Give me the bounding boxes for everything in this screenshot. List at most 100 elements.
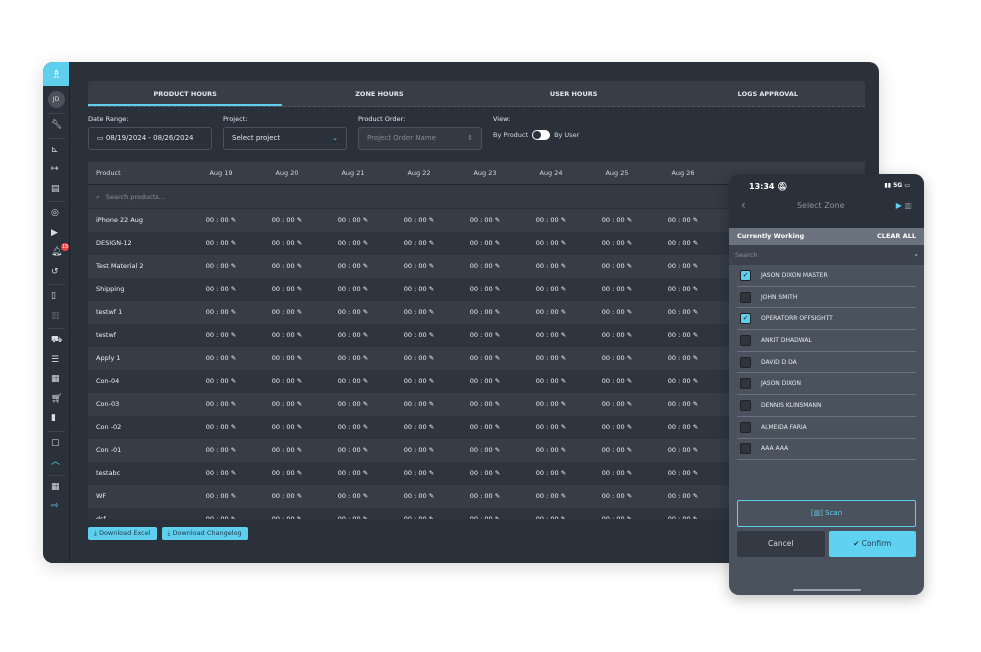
- edit-icon[interactable]: ✎: [360, 239, 369, 247]
- edit-icon[interactable]: ✎: [690, 400, 699, 408]
- edit-icon[interactable]: ✎: [558, 469, 567, 477]
- hours-cell[interactable]: 00 : 00 ✎: [271, 377, 303, 385]
- hours-cell[interactable]: 00 : 00 ✎: [403, 492, 435, 500]
- edit-icon[interactable]: ✎: [294, 354, 303, 362]
- hours-cell[interactable]: 00 : 00 ✎: [271, 308, 303, 316]
- zone-user-item[interactable]: AAA AAA: [737, 439, 916, 461]
- bar-chart-icon[interactable]: ▮: [51, 413, 56, 423]
- edit-icon[interactable]: ✎: [360, 285, 369, 293]
- zone-user-item[interactable]: ✓ OPERATORR OFFSIGHTT: [737, 308, 916, 331]
- edit-icon[interactable]: ✎: [228, 377, 237, 385]
- hours-cell[interactable]: 00 : 00 ✎: [337, 354, 369, 362]
- hours-cell[interactable]: 00 : 00 ✎: [271, 331, 303, 339]
- edit-icon[interactable]: ✎: [360, 262, 369, 270]
- edit-icon[interactable]: ✎: [558, 400, 567, 408]
- checkbox[interactable]: [740, 334, 751, 346]
- hours-cell[interactable]: 00 : 00 ✎: [601, 331, 633, 339]
- edit-icon[interactable]: ✎: [360, 377, 369, 385]
- zone-user-item[interactable]: ANKIT DHADWAL: [737, 330, 916, 352]
- hours-cell[interactable]: 00 : 00 ✎: [601, 285, 633, 293]
- hours-cell[interactable]: 00 : 00 ✎: [469, 285, 501, 293]
- hours-cell[interactable]: 00 : 00 ✎: [469, 239, 501, 247]
- checkbox[interactable]: [740, 399, 751, 411]
- hours-cell[interactable]: 00 : 00 ✎: [403, 239, 435, 247]
- edit-icon[interactable]: ✎: [558, 515, 567, 519]
- edit-icon[interactable]: ✎: [294, 308, 303, 316]
- hours-cell[interactable]: 00 : 00 ✎: [601, 377, 633, 385]
- hours-cell[interactable]: 00 : 00 ✎: [403, 400, 435, 408]
- hours-cell[interactable]: 00 : 00 ✎: [205, 262, 237, 270]
- tab-product-hours[interactable]: PRODUCT HOURS: [88, 81, 283, 106]
- hours-cell[interactable]: 00 : 00 ✎: [271, 239, 303, 247]
- back-icon[interactable]: ‹: [741, 198, 746, 212]
- edit-icon[interactable]: ✎: [228, 423, 237, 431]
- hours-cell[interactable]: 00 : 00 ✎: [535, 262, 567, 270]
- edit-icon[interactable]: ✎: [294, 400, 303, 408]
- zone-user-item[interactable]: DENNIS KLINSMANN: [737, 395, 916, 417]
- hours-cell[interactable]: 00 : 00 ✎: [667, 492, 699, 500]
- hours-cell[interactable]: 00 : 00 ✎: [403, 331, 435, 339]
- grid-icon[interactable]: ▦: [51, 481, 60, 492]
- hours-cell[interactable]: 00 : 00 ✎: [667, 285, 699, 293]
- edit-icon[interactable]: ✎: [690, 331, 699, 339]
- hours-cell[interactable]: 00 : 00 ✎: [271, 354, 303, 362]
- edit-icon[interactable]: ✎: [360, 515, 369, 519]
- edit-icon[interactable]: ✎: [360, 331, 369, 339]
- edit-icon[interactable]: ✎: [492, 285, 501, 293]
- edit-icon[interactable]: ✎: [492, 262, 501, 270]
- edit-icon[interactable]: ✎: [426, 515, 435, 519]
- play-icon[interactable]: ▶: [51, 227, 58, 238]
- hours-cell[interactable]: 00 : 00 ✎: [535, 492, 567, 500]
- hours-cell[interactable]: 00 : 00 ✎: [601, 400, 633, 408]
- arrow-right-icon[interactable]: ↦: [51, 164, 59, 174]
- edit-icon[interactable]: ✎: [558, 446, 567, 454]
- edit-icon[interactable]: ✎: [228, 469, 237, 477]
- hours-cell[interactable]: 00 : 00 ✎: [535, 446, 567, 454]
- hours-cell[interactable]: 00 : 00 ✎: [601, 469, 633, 477]
- edit-icon[interactable]: ✎: [360, 354, 369, 362]
- edit-icon[interactable]: ✎: [624, 216, 633, 224]
- hours-cell[interactable]: 00 : 00 ✎: [469, 308, 501, 316]
- edit-icon[interactable]: ✎: [558, 377, 567, 385]
- edit-icon[interactable]: ✎: [228, 446, 237, 454]
- edit-icon[interactable]: ✎: [426, 492, 435, 500]
- edit-icon[interactable]: ✎: [624, 354, 633, 362]
- edit-icon[interactable]: ✎: [360, 308, 369, 316]
- edit-icon[interactable]: ✎: [426, 285, 435, 293]
- hours-cell[interactable]: 00 : 00 ✎: [601, 423, 633, 431]
- checkbox[interactable]: [740, 421, 751, 433]
- hours-cell[interactable]: 00 : 00 ✎: [535, 400, 567, 408]
- hours-cell[interactable]: 00 : 00 ✎: [518, 508, 584, 519]
- edit-icon[interactable]: ✎: [624, 308, 633, 316]
- zone-user-item[interactable]: DAVID D DA: [737, 352, 916, 374]
- edit-icon[interactable]: ✎: [360, 492, 369, 500]
- hours-cell[interactable]: 00 : 00 ✎: [271, 262, 303, 270]
- confirm-button[interactable]: ✔ Confirm: [828, 531, 916, 557]
- avatar[interactable]: JD: [47, 91, 65, 108]
- hours-cell[interactable]: 00 : 00 ✎: [386, 508, 452, 519]
- edit-icon[interactable]: ✎: [690, 239, 699, 247]
- hours-cell[interactable]: 00 : 00 ✎: [337, 446, 369, 454]
- product-order-input[interactable]: Project Order Name ⇕: [358, 127, 482, 150]
- edit-icon[interactable]: ✎: [492, 354, 501, 362]
- hours-cell[interactable]: 00 : 00 ✎: [337, 308, 369, 316]
- report-icon[interactable]: ▥: [51, 310, 60, 321]
- edit-icon[interactable]: ✎: [558, 423, 567, 431]
- hours-cell[interactable]: 00 : 00 ✎: [667, 469, 699, 477]
- history-icon[interactable]: ↺: [51, 266, 59, 277]
- edit-icon[interactable]: ✎: [426, 216, 435, 224]
- hours-cell[interactable]: 00 : 00 ✎: [403, 469, 435, 477]
- checkbox[interactable]: [740, 291, 751, 303]
- hours-cell[interactable]: 00 : 00 ✎: [403, 446, 435, 454]
- edit-icon[interactable]: ✎: [228, 285, 237, 293]
- hours-cell[interactable]: 00 : 00 ✎: [601, 446, 633, 454]
- edit-icon[interactable]: ✎: [690, 262, 699, 270]
- clear-all-button[interactable]: CLEAR ALL: [877, 232, 916, 240]
- hours-cell[interactable]: 00 : 00 ✎: [205, 492, 237, 500]
- list-icon[interactable]: ☰: [51, 354, 60, 365]
- hours-cell[interactable]: 00 : 00 ✎: [667, 239, 699, 247]
- hours-cell[interactable]: 00 : 00 ✎: [535, 285, 567, 293]
- edit-icon[interactable]: ✎: [228, 400, 237, 408]
- hours-cell[interactable]: 00 : 00 ✎: [205, 331, 237, 339]
- hours-cell[interactable]: 00 : 00 ✎: [271, 469, 303, 477]
